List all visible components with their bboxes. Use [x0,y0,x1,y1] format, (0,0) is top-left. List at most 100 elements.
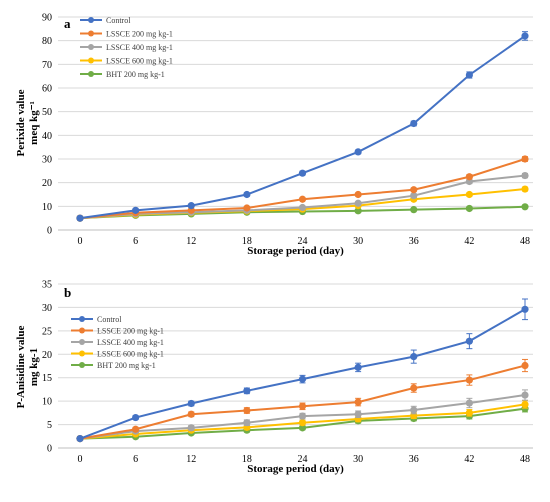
legend-label: LSSCE 600 mg kg-1 [97,350,164,359]
legend-label: LSSCE 200 mg kg-1 [97,327,164,336]
legend-label: Control [97,315,122,324]
data-point [410,192,418,200]
data-point [521,400,529,409]
data-point [354,363,362,372]
x-tick-label: 48 [520,454,530,465]
series-0 [76,31,529,222]
chart-panel-a: 0 10 20 30 40 50 60 70 80 90 0 6 12 18 24 30 36 42 48 Stora… [15,13,533,257]
x-tick-label: 42 [464,454,474,465]
x-tick-label: 24 [298,236,308,247]
data-point [354,199,362,207]
data-point [298,424,307,432]
x-tick-label: 18 [242,236,252,247]
x-tick-label: 18 [242,454,252,465]
legend: Control LSSCE 200 mg kg-1 LSSCE 400 mg kg-… [71,315,164,370]
x-tick-label: 24 [298,454,308,465]
data-point [465,204,473,213]
y-tick-label: 0 [47,444,52,455]
data-point [132,206,140,214]
x-axis-title: Storage period (day) [247,463,344,475]
data-point [243,419,251,427]
legend-label: BHT 200 mg kg-1 [106,70,165,79]
data-point [354,207,362,215]
y-tick-label: 80 [42,36,52,47]
data-point [76,214,84,222]
data-point [243,387,251,395]
y-axis-title: mg kg-1 [28,348,40,386]
x-tick-label: 48 [520,236,530,247]
data-point [243,406,251,415]
series-3 [76,185,529,222]
series-2 [76,389,529,443]
legend-label: LSSCE 400 mg kg-1 [106,43,173,52]
data-point [354,148,362,156]
data-point [410,384,418,392]
data-point [521,32,529,40]
y-axis-title: meq kg⁻¹ [28,101,40,145]
legend-marker [88,71,94,77]
y-tick-label: 50 [42,107,52,118]
data-point [243,204,251,212]
x-axis-title: Storage period (day) [247,245,344,257]
data-point [410,119,418,128]
data-point [410,406,418,414]
data-point [465,190,473,199]
x-tick-label: 0 [78,454,83,465]
data-point [354,398,362,406]
y-tick-label: 5 [47,420,52,431]
y-tick-label: 30 [42,155,52,166]
legend: Control LSSCE 200 mg kg-1 LSSCE 400 mg kg-… [80,16,173,79]
data-point [410,186,418,194]
data-point [465,173,473,181]
legend-marker [88,17,94,23]
legend-marker [88,57,94,64]
data-point [298,195,307,203]
y-tick-label: 15 [42,373,52,384]
legend-label: LSSCE 200 mg kg-1 [106,30,173,39]
y-tick-label: 10 [42,397,52,408]
data-point [354,410,362,418]
data-point [521,203,529,211]
data-point [354,190,362,199]
x-tick-label: 6 [133,454,138,465]
series-0 [76,298,529,443]
x-tick-label: 30 [353,454,363,465]
data-point [521,155,529,163]
data-point [465,409,473,417]
panel-letter: b [64,285,71,300]
data-point [187,424,195,432]
x-tick-label: 42 [464,236,474,247]
data-point [465,337,473,345]
legend-label: BHT 200 mg kg-1 [97,361,156,370]
legend-marker [79,350,85,357]
data-point [187,202,195,210]
legend-label: LSSCE 400 mg kg-1 [97,338,164,347]
data-point [187,410,195,418]
y-tick-label: 40 [42,131,52,142]
y-tick-label: 35 [42,280,52,291]
x-tick-label: 36 [409,454,419,465]
y-tick-label: 20 [42,178,52,189]
data-point [521,305,529,313]
y-tick-label: 30 [42,303,52,314]
x-tick-label: 12 [186,236,196,247]
y-tick-label: 90 [42,13,52,24]
data-point [521,361,529,370]
data-point [76,435,84,443]
data-point [521,185,529,193]
y-tick-label: 10 [42,202,52,213]
data-point [465,71,473,79]
legend-label: Control [106,16,131,25]
legend-marker [79,316,85,322]
data-point [298,412,307,420]
y-tick-label: 25 [42,326,52,337]
data-point [465,376,473,384]
x-tick-label: 0 [78,236,83,247]
data-point [465,399,473,407]
data-point [410,206,418,214]
data-point [298,375,307,383]
legend-label: LSSCE 600 mg kg-1 [106,57,173,66]
data-point [132,425,140,433]
legend-marker [79,362,85,368]
